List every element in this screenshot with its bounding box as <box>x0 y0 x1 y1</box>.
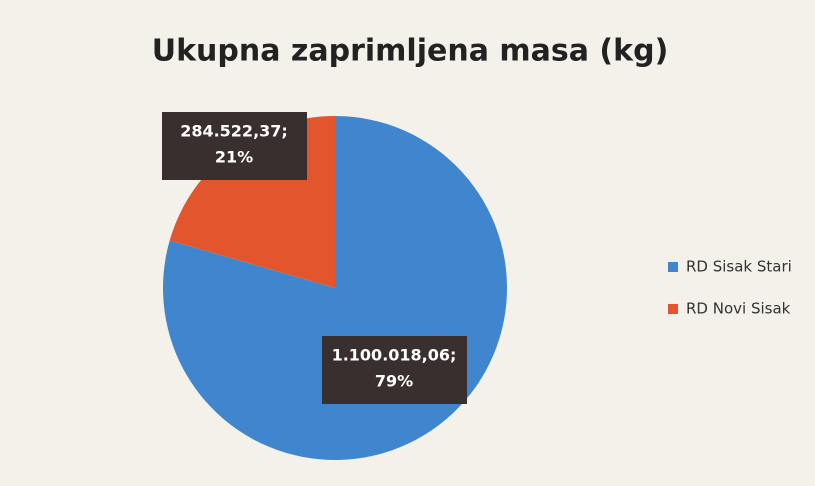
legend-label: RD Novi Sisak <box>686 300 791 318</box>
data-label-percent: 79% <box>375 372 413 391</box>
chart-title: Ukupna zaprimljena masa (kg) <box>152 34 669 69</box>
legend-swatch <box>668 304 678 314</box>
data-label-box <box>162 112 307 180</box>
legend-label: RD Sisak Stari <box>686 258 792 276</box>
data-label-value: 1.100.018,06; <box>332 346 457 365</box>
data-label-percent: 21% <box>215 148 253 167</box>
data-label-value: 284.522,37; <box>180 122 288 141</box>
data-label-box <box>322 336 467 404</box>
legend-swatch <box>668 262 678 272</box>
